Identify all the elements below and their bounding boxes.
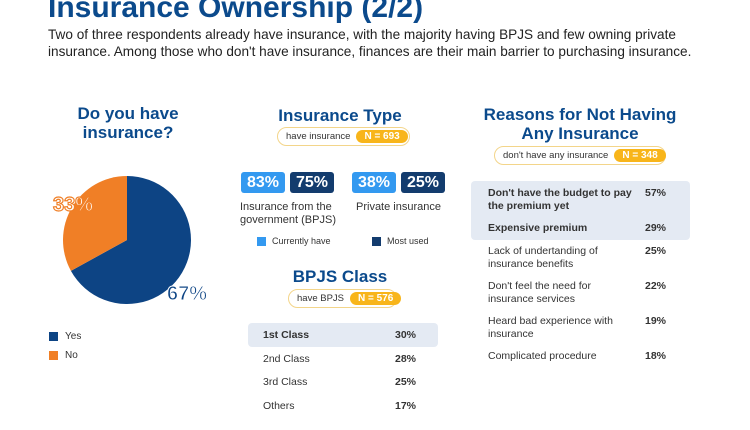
legend-currently-swatch	[257, 237, 266, 246]
row-value: 18%	[645, 350, 667, 362]
bpjs-class-title: BPJS Class	[292, 267, 388, 286]
bpjs-highlight	[248, 323, 438, 347]
row-label: 1st Class	[263, 329, 310, 341]
bpjs-currently-have: 83%	[241, 172, 285, 193]
insurance-type-badge: have insurance N = 693	[277, 127, 410, 146]
row-label: Complicated procedure	[488, 350, 597, 362]
badge-n: N = 576	[350, 292, 402, 305]
row-value: 19%	[645, 315, 667, 327]
page-title: Insurance Ownership (2/2)	[48, 0, 424, 24]
row-label: Heard bad experience with insurance	[488, 315, 613, 340]
legend-most-used-label: Most used	[387, 236, 429, 246]
pie-title: Do you have insurance?	[77, 104, 179, 142]
row-label: Don't feel the need for insurance servic…	[488, 280, 591, 305]
page-description: Two of three respondents already have in…	[48, 27, 692, 59]
legend-yes-label: Yes	[65, 331, 82, 342]
table-row: Lack of undertanding of insurance benefi…	[488, 245, 683, 280]
bpjs-class-badge: have BPJS N = 576	[288, 289, 402, 308]
legend-no-label: No	[65, 350, 78, 361]
row-value: 28%	[395, 352, 417, 365]
insurance-type-title: Insurance Type	[278, 106, 402, 125]
row-label: Others	[263, 399, 295, 412]
pie-slice-no	[63, 176, 127, 271]
row-value: 22%	[645, 280, 667, 292]
table-row: 3rd Class 25%	[263, 376, 433, 400]
private-currently-have: 38%	[352, 172, 396, 193]
legend-no-swatch	[49, 351, 58, 360]
row-label: 3rd Class	[263, 376, 308, 388]
table-row: Expensive premium 29%	[488, 222, 683, 245]
bpjs-label: Insurance from the government (BPJS)	[240, 201, 336, 226]
pie-label-no: 33%	[53, 194, 93, 216]
badge-label: have insurance	[286, 131, 351, 142]
badge-n: N = 693	[356, 130, 408, 143]
row-label: 2nd Class	[263, 352, 310, 365]
pie-slice-yes	[70, 176, 191, 304]
row-label: Lack of undertanding of insurance benefi…	[488, 245, 598, 270]
row-value: 30%	[395, 329, 417, 341]
badge-label: don't have any insurance	[503, 150, 609, 161]
private-most-used: 25%	[401, 172, 445, 193]
row-label: Don't have the budget to pay the premium…	[488, 187, 632, 212]
row-value: 25%	[645, 245, 667, 257]
reasons-badge: don't have any insurance N = 348	[494, 146, 666, 165]
badge-label: have BPJS	[297, 293, 344, 304]
private-label: Private insurance	[356, 201, 441, 213]
row-value: 29%	[645, 222, 667, 234]
pie-chart: 67% 33%	[52, 176, 208, 306]
table-row: Others 17%	[263, 400, 433, 424]
legend-yes-swatch	[49, 332, 58, 341]
bpjs-class-table: 1st Class 30% 2nd Class 28% 3rd Class 25% O…	[263, 329, 433, 423]
table-row: 1st Class 30%	[263, 329, 433, 353]
legend-most-used-swatch	[372, 237, 381, 246]
table-row: Heard bad experience with insurance 19%	[488, 315, 683, 350]
table-row: Don't have the budget to pay the premium…	[488, 187, 683, 222]
reasons-highlight	[471, 181, 690, 240]
table-row: Don't feel the need for insurance servic…	[488, 280, 683, 315]
row-value: 17%	[395, 399, 417, 412]
row-value: 25%	[395, 376, 417, 388]
pie-label-yes: 67%	[167, 283, 207, 305]
reasons-table: Don't have the budget to pay the premium…	[488, 187, 683, 373]
row-label: Expensive premium	[488, 222, 588, 234]
legend-currently-label: Currently have	[272, 236, 331, 246]
reasons-title: Reasons for Not Having Any Insurance	[483, 105, 677, 143]
row-value: 57%	[645, 187, 667, 199]
table-row: 2nd Class 28%	[263, 353, 433, 377]
bpjs-most-used: 75%	[290, 172, 334, 193]
table-row: Complicated procedure 18%	[488, 350, 683, 373]
badge-n: N = 348	[614, 149, 666, 162]
